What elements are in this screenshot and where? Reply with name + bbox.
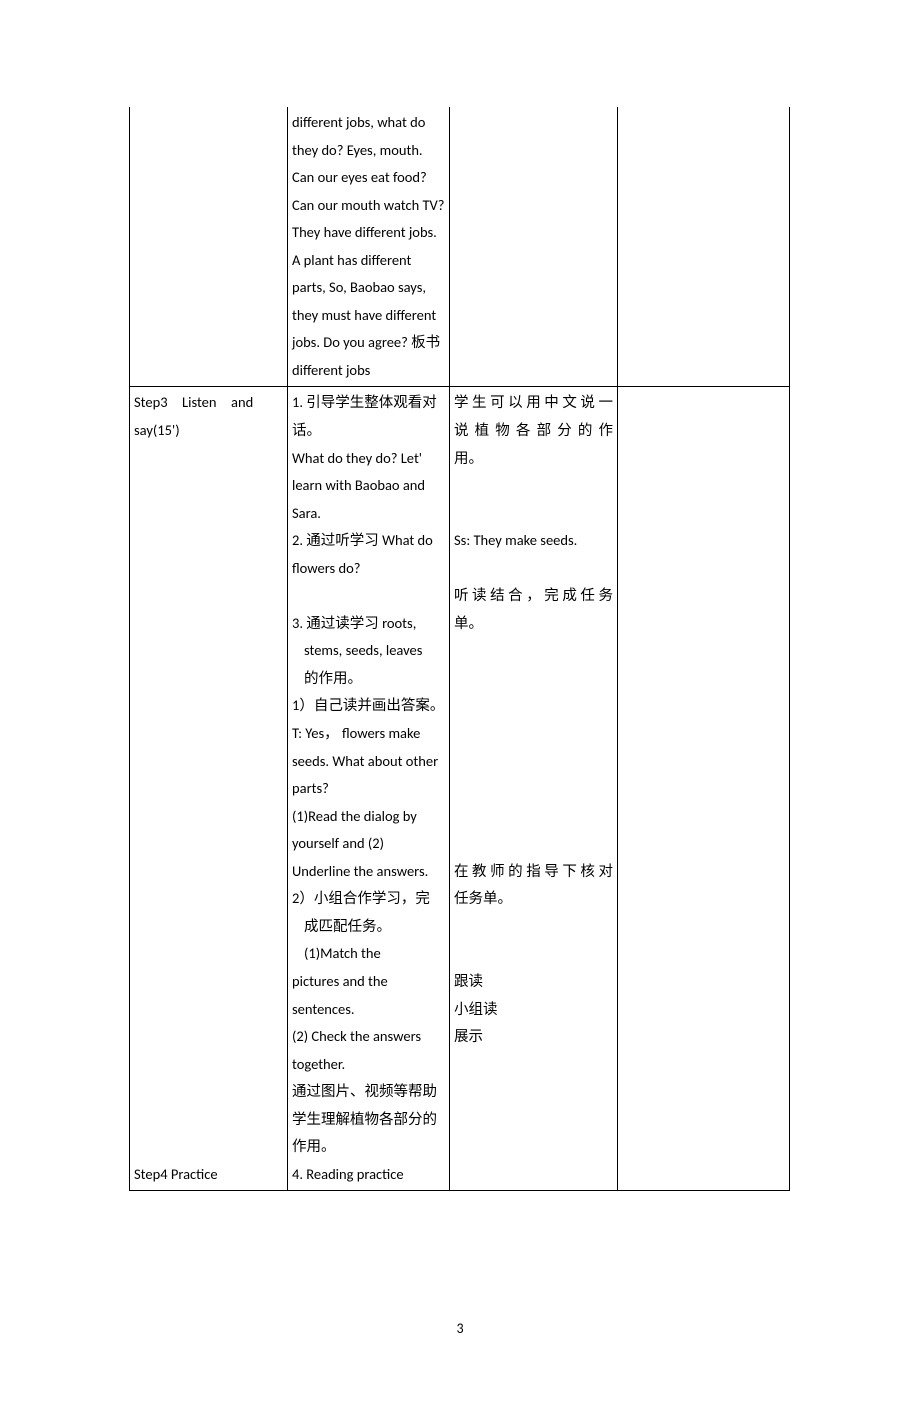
lesson-plan-table: different jobs, what do they do? Eyes, m… [129,107,790,1191]
text-line: 2）小组合作学习，完 [292,885,445,913]
text-line: 1. 引导学生整体观看对话。 [292,389,445,444]
text-line: 成匹配任务。 [292,913,445,941]
text-line: 3. 通过读学习 roots, [292,610,445,638]
text-line: 说植物各部分的作 [454,417,613,445]
text-line: 学生可以用中文说一 [454,389,613,417]
text-line [454,720,613,748]
table-row: Step3 Listen and say(15') Step4 Practice… [130,387,790,1191]
text-line: 4. Reading practice [292,1161,445,1189]
text-line [292,582,445,610]
text-line: different jobs, what do they do? Eyes, m… [292,109,445,384]
text-line: (1)Read the dialog by yourself and (2) U… [292,803,445,886]
text-line [454,913,613,941]
text-line: What do they do? Let' learn with Baobao … [292,445,445,528]
text-line: 任务单。 [454,885,613,913]
text-line: 1）自己读并画出答案。 [292,692,445,720]
text-line: 用。 [454,445,613,473]
text-line: 听读结合，完成任务 [454,582,613,610]
cell-r2c1: Step3 Listen and say(15') Step4 Practice [130,387,288,1191]
text-line: Step3 Listen and [134,389,283,417]
text-line [454,637,613,665]
text-line: 小组读 [454,996,613,1024]
text-line: stems, seeds, leaves [292,637,445,665]
cell-r1c1 [130,107,288,387]
text-line: Step4 Practice [134,1161,218,1189]
text-line: 展示 [454,1023,613,1051]
text-line: 跟读 [454,968,613,996]
text-line [454,692,613,720]
text-line: 的作用。 [292,665,445,693]
cell-r2c2: 1. 引导学生整体观看对话。 What do they do? Let' lea… [288,387,450,1191]
text-line: 通过图片、视频等帮助学生理解植物各部分的作用。 [292,1078,445,1161]
text-line [454,830,613,858]
text-line: say(15') [134,417,283,445]
text-line [454,472,613,500]
table-row: different jobs, what do they do? Eyes, m… [130,107,790,387]
text-line: (1)Match the [292,940,445,968]
cell-r1c4 [618,107,790,387]
text-line [454,748,613,776]
text-line [454,555,613,583]
page-number: 3 [0,1320,920,1337]
text-line: (2) Check the answers together. [292,1023,445,1078]
text-line [454,665,613,693]
page: different jobs, what do they do? Eyes, m… [0,107,920,1409]
text-line: 在教师的指导下核对 [454,858,613,886]
text-line: 单。 [454,610,613,638]
cell-r1c3 [450,107,618,387]
cell-r2c3: 学生可以用中文说一 说植物各部分的作 用。 Ss: They make seed… [450,387,618,1191]
text-line [454,775,613,803]
text-line [454,500,613,528]
text-line: 2. 通过听学习 What do flowers do? [292,527,445,582]
cell-r1c2: different jobs, what do they do? Eyes, m… [288,107,450,387]
text-line: Ss: They make seeds. [454,527,613,555]
cell-r2c4 [618,387,790,1191]
text-line: T: Yes， flowers make seeds. What about o… [292,720,445,803]
text-line [454,803,613,831]
text-line: pictures and the sentences. [292,968,445,1023]
text-line [454,940,613,968]
